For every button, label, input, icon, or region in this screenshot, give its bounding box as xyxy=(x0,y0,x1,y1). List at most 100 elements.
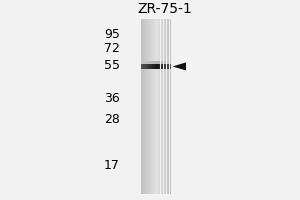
Bar xyxy=(169,61,170,64)
Bar xyxy=(146,64,147,69)
Bar xyxy=(156,61,157,64)
Bar xyxy=(170,64,171,69)
Bar xyxy=(159,64,160,69)
Bar xyxy=(162,61,163,64)
Bar xyxy=(151,64,152,69)
Bar xyxy=(146,61,147,64)
Bar xyxy=(153,19,154,194)
Bar xyxy=(143,19,144,194)
Text: 17: 17 xyxy=(104,159,120,172)
Bar xyxy=(169,19,170,194)
Bar xyxy=(152,61,153,64)
Text: 36: 36 xyxy=(104,92,120,105)
Bar xyxy=(142,64,143,69)
Bar xyxy=(166,19,167,194)
Bar xyxy=(160,61,161,64)
Bar xyxy=(161,61,162,64)
Bar xyxy=(169,64,170,69)
Bar xyxy=(145,64,146,69)
Bar xyxy=(166,61,167,64)
Bar xyxy=(149,19,150,194)
Text: 28: 28 xyxy=(104,113,120,126)
Bar xyxy=(168,61,169,64)
Text: 72: 72 xyxy=(104,42,120,55)
Bar xyxy=(165,61,166,64)
Bar xyxy=(163,19,164,194)
Bar xyxy=(152,64,153,69)
Bar xyxy=(141,64,142,69)
Bar xyxy=(147,64,148,69)
Bar xyxy=(165,19,166,194)
Bar xyxy=(158,64,159,69)
Bar xyxy=(155,61,156,64)
Bar xyxy=(155,19,156,194)
Bar xyxy=(142,61,143,64)
Bar xyxy=(149,64,150,69)
Bar xyxy=(165,64,166,69)
Bar xyxy=(164,64,165,69)
Bar xyxy=(167,61,168,64)
Bar xyxy=(153,64,154,69)
Bar xyxy=(163,61,164,64)
Bar xyxy=(148,64,149,69)
Bar xyxy=(161,19,162,194)
Bar xyxy=(156,19,157,194)
Polygon shape xyxy=(172,62,186,70)
Bar xyxy=(169,64,170,69)
Bar xyxy=(166,64,167,69)
Bar xyxy=(152,19,153,194)
Bar xyxy=(144,64,145,69)
Bar xyxy=(144,61,145,64)
Bar xyxy=(151,19,152,194)
Bar xyxy=(147,19,148,194)
Text: ZR-75-1: ZR-75-1 xyxy=(138,2,192,16)
Bar xyxy=(164,61,165,64)
Bar xyxy=(158,61,159,64)
Bar xyxy=(161,64,162,69)
Bar xyxy=(145,19,146,194)
Bar xyxy=(141,19,142,194)
Bar xyxy=(142,19,143,194)
Bar xyxy=(155,64,156,69)
Bar xyxy=(156,64,157,69)
Bar xyxy=(149,61,150,64)
Text: 95: 95 xyxy=(104,28,120,41)
Bar xyxy=(148,19,149,194)
Bar xyxy=(153,61,154,64)
Bar xyxy=(168,19,169,194)
Text: 55: 55 xyxy=(104,59,120,72)
Bar xyxy=(154,19,155,194)
Bar xyxy=(146,19,147,194)
Bar xyxy=(144,19,145,194)
Bar xyxy=(169,19,170,194)
Bar xyxy=(169,61,170,64)
Bar xyxy=(160,64,161,69)
Bar xyxy=(151,61,152,64)
Bar xyxy=(170,61,171,64)
Bar xyxy=(143,61,144,64)
Bar xyxy=(150,64,151,69)
Bar xyxy=(143,64,144,69)
Bar xyxy=(157,64,158,69)
Bar xyxy=(162,64,163,69)
Bar xyxy=(159,61,160,64)
Bar xyxy=(150,61,151,64)
Bar xyxy=(157,19,158,194)
Bar xyxy=(154,64,155,69)
Bar xyxy=(157,61,158,64)
Bar xyxy=(158,19,159,194)
Bar xyxy=(141,61,142,64)
Bar xyxy=(154,61,155,64)
Bar xyxy=(163,64,164,69)
Bar xyxy=(164,19,165,194)
Bar xyxy=(148,61,149,64)
Bar xyxy=(168,64,169,69)
Bar xyxy=(147,61,148,64)
Bar xyxy=(170,19,171,194)
Bar xyxy=(159,19,160,194)
Bar xyxy=(150,19,151,194)
Bar xyxy=(162,19,163,194)
Bar xyxy=(145,61,146,64)
Bar xyxy=(160,19,161,194)
Bar xyxy=(167,64,168,69)
